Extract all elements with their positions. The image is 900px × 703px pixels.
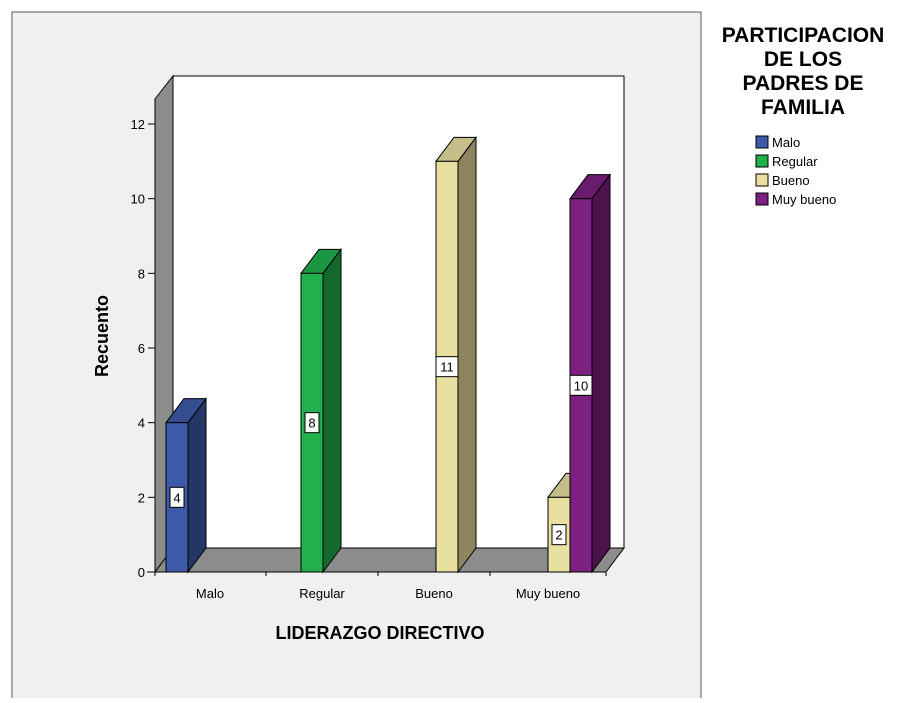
legend-title-line: PARTICIPACION: [722, 24, 885, 47]
x-tick-label: Regular: [299, 586, 345, 601]
bar-side: [457, 135, 477, 574]
data-label: 4: [173, 490, 180, 505]
data-label: 2: [555, 528, 562, 543]
legend-title-line: FAMILIA: [761, 96, 845, 119]
y-tick-label: 4: [138, 416, 145, 431]
legend-swatch: [755, 154, 769, 168]
legend-title-line: PADRES DE: [743, 72, 864, 95]
x-tick-label: Muy bueno: [516, 586, 580, 601]
data-label: 10: [574, 378, 588, 393]
legend-title-line: DE LOS: [764, 48, 842, 71]
chart-layer: 0 2 4 6 8 10 12 Malo Regular Bueno Muy bueno LIDERA…: [92, 74, 625, 643]
x-tick-label: Malo: [196, 586, 224, 601]
legend-swatch: [755, 192, 769, 206]
data-label: 11: [440, 360, 454, 375]
y-axis-title: Recuento: [92, 295, 112, 377]
data-label: 8: [308, 416, 315, 431]
data-label-box: [551, 524, 567, 546]
data-label-box: [304, 412, 320, 434]
legend-swatch: [755, 173, 769, 187]
bar-side: [187, 397, 207, 574]
legend-label: Regular: [772, 154, 818, 169]
back-wall: [172, 75, 625, 549]
y-tick-label: 10: [131, 192, 145, 207]
bar-side: [591, 173, 611, 574]
y-tick-label: 12: [131, 117, 145, 132]
legend-label: Bueno: [772, 173, 810, 188]
legend-label: Muy bueno: [772, 192, 836, 207]
data-label-box: [169, 486, 185, 508]
data-label-box: [435, 356, 459, 378]
y-tick-label: 6: [138, 341, 145, 356]
y-tick-label: 8: [138, 266, 145, 281]
y-tick-label: 0: [138, 565, 145, 580]
legend-label: Malo: [772, 135, 800, 150]
bar-side: [322, 247, 342, 574]
x-axis-title: LIDERAZGO DIRECTIVO: [275, 623, 484, 643]
data-label-box: [569, 374, 593, 396]
x-tick-label: Bueno: [415, 586, 453, 601]
y-tick-label: 2: [138, 490, 145, 505]
legend-swatch: [755, 135, 769, 149]
